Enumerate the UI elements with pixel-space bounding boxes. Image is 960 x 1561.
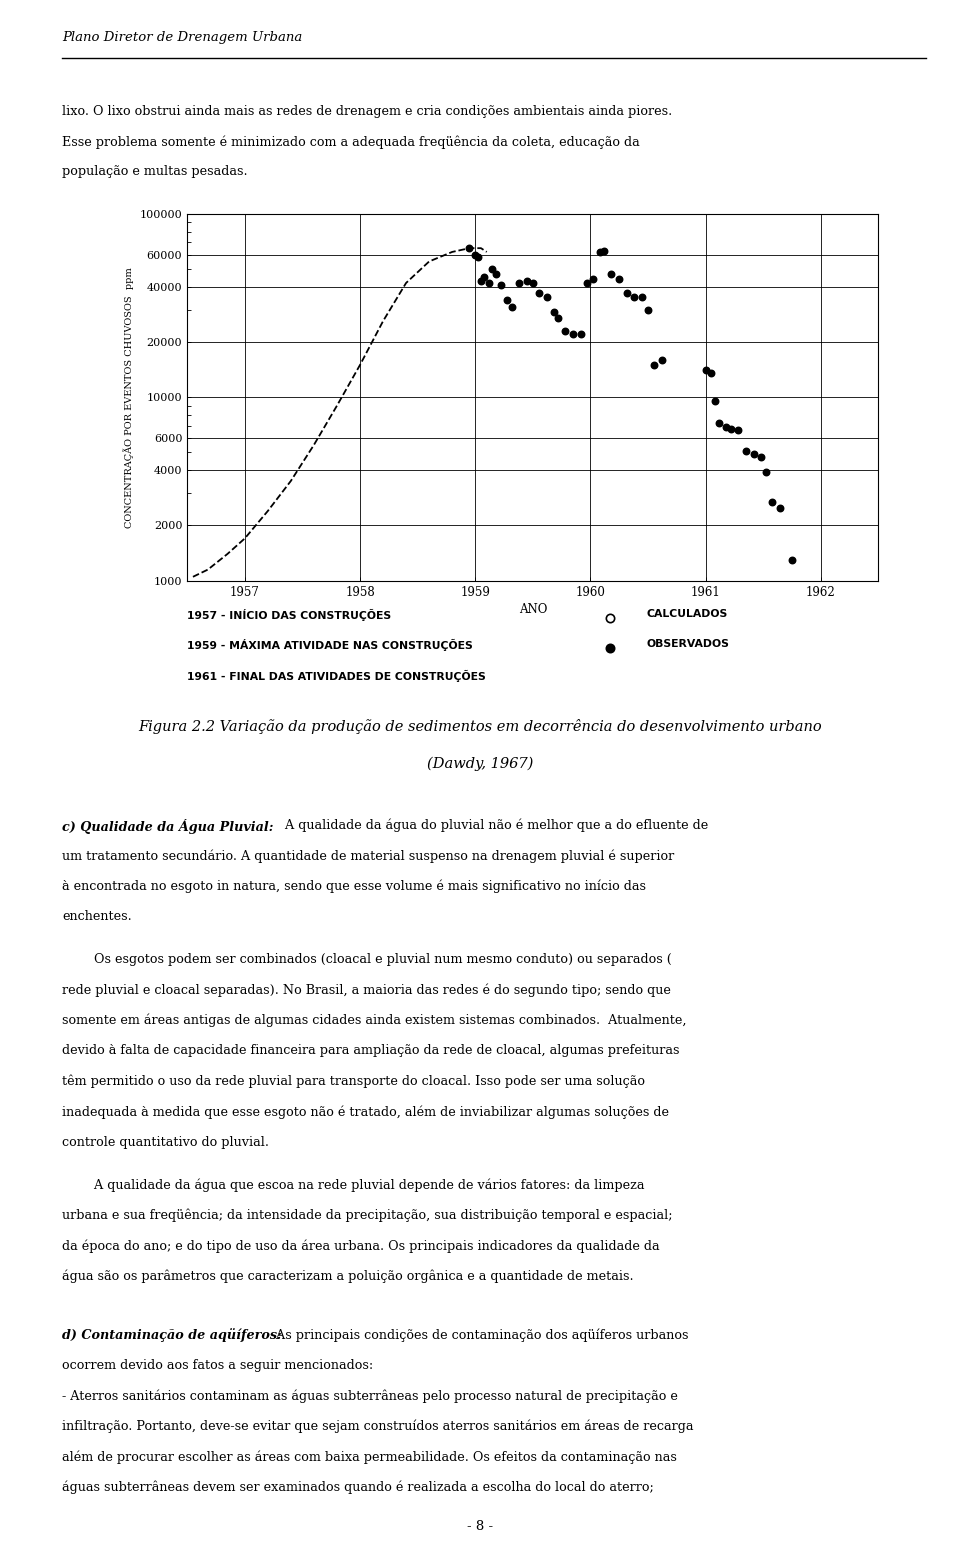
Text: Plano Diretor de Drenagem Urbana: Plano Diretor de Drenagem Urbana (62, 31, 302, 44)
Point (592, 239, 608, 264)
Text: - Aterros sanitários contaminam as águas subterrâneas pelo processo natural de p: - Aterros sanitários contaminam as águas… (62, 1389, 679, 1403)
Text: rede pluvial e cloacal separadas). No Brasil, a maioria das redes é do segundo t: rede pluvial e cloacal separadas). No Br… (62, 983, 671, 997)
Point (604, 262, 619, 287)
Point (489, 262, 504, 287)
Point (462, 236, 477, 261)
Text: CALCULADOS: CALCULADOS (646, 609, 728, 618)
Point (619, 281, 635, 306)
Point (500, 287, 516, 312)
Point (719, 414, 734, 439)
X-axis label: ANO: ANO (518, 603, 547, 615)
Point (646, 353, 661, 378)
Text: urbana e sua freqüência; da intensidade da precipitação, sua distribuição tempor: urbana e sua freqüência; da intensidade … (62, 1210, 673, 1222)
Point (640, 297, 656, 322)
Text: inadequada à medida que esse esgoto não é tratado, além de inviabilizar algumas : inadequada à medida que esse esgoto não … (62, 1105, 669, 1119)
Point (704, 361, 719, 386)
Point (635, 286, 650, 311)
Point (469, 245, 485, 270)
Text: As principais condições de contaminação dos aqüíferos urbanos: As principais condições de contaminação … (272, 1328, 688, 1342)
Point (654, 348, 669, 373)
Text: enchentes.: enchentes. (62, 910, 132, 923)
Text: águas subterrâneas devem ser examinados quando é realizada a escolha do local do: águas subterrâneas devem ser examinados … (62, 1481, 654, 1494)
Text: A qualidade da água do pluvial não é melhor que a do efluente de: A qualidade da água do pluvial não é mel… (281, 820, 708, 832)
Text: população e multas pesadas.: população e multas pesadas. (62, 165, 248, 178)
Text: A qualidade da água que escoa na rede pluvial depende de vários fatores: da limp: A qualidade da água que escoa na rede pl… (62, 1179, 645, 1193)
Text: somente em áreas antigas de algumas cidades ainda existem sistemas combinados.  : somente em áreas antigas de algumas cida… (62, 1015, 687, 1027)
Point (585, 267, 600, 292)
Text: d) Contaminação de aqüíferos:: d) Contaminação de aqüíferos: (62, 1328, 282, 1342)
Text: Figura 2.2 Variação da produção de sedimentos em decorrência do desenvolvimento : Figura 2.2 Variação da produção de sedim… (138, 718, 822, 734)
Text: - 8 -: - 8 - (467, 1520, 493, 1533)
Text: (Dawdy, 1967): (Dawdy, 1967) (427, 757, 533, 771)
Text: infiltração. Portanto, deve-se evitar que sejam construídos aterros sanitários e: infiltração. Portanto, deve-se evitar qu… (62, 1421, 694, 1433)
Point (525, 270, 540, 295)
Point (711, 411, 727, 436)
Point (485, 256, 500, 281)
Point (596, 239, 612, 264)
Text: além de procurar escolher as áreas com baixa permeabilidade. Os efeitos da conta: além de procurar escolher as áreas com b… (62, 1450, 677, 1464)
Point (731, 418, 746, 443)
Y-axis label: CONCENTRAÇÃO POR EVENTOS CHUVOSOS  ppm: CONCENTRAÇÃO POR EVENTOS CHUVOSOS ppm (123, 267, 134, 528)
Text: c) Qualidade da Água Pluvial:: c) Qualidade da Água Pluvial: (62, 820, 274, 834)
Point (481, 270, 496, 295)
Point (579, 270, 594, 295)
Point (784, 548, 800, 573)
Text: da época do ano; e do tipo de uso da área urbana. Os principais indicadores da q: da época do ano; e do tipo de uso da áre… (62, 1239, 660, 1253)
Text: lixo. O lixo obstrui ainda mais as redes de drenagem e cria condições ambientais: lixo. O lixo obstrui ainda mais as redes… (62, 105, 673, 117)
Point (573, 322, 588, 347)
Point (519, 268, 535, 293)
Point (773, 495, 788, 520)
Point (757, 460, 773, 485)
Point (612, 267, 627, 292)
Point (723, 417, 738, 442)
Point (765, 489, 780, 514)
Text: um tratamento secundário. A quantidade de material suspenso na drenagem pluvial : um tratamento secundário. A quantidade d… (62, 849, 675, 863)
Text: 1957 - INÍCIO DAS CONSTRUÇÕES: 1957 - INÍCIO DAS CONSTRUÇÕES (187, 609, 392, 621)
Point (746, 442, 761, 467)
Point (738, 439, 754, 464)
Text: controle quantitativo do pluvial.: controle quantitativo do pluvial. (62, 1136, 270, 1149)
Point (754, 443, 769, 468)
Point (504, 295, 519, 320)
Point (512, 270, 527, 295)
Text: Os esgotos podem ser combinados (cloacal e pluvial num mesmo conduto) ou separad: Os esgotos podem ser combinados (cloacal… (62, 952, 672, 966)
Point (708, 389, 723, 414)
Point (550, 306, 565, 331)
Text: ocorrem devido aos fatos a seguir mencionados:: ocorrem devido aos fatos a seguir mencio… (62, 1358, 373, 1372)
Text: devido à falta de capacidade financeira para ampliação da rede de cloacal, algum: devido à falta de capacidade financeira … (62, 1044, 680, 1057)
Point (546, 300, 562, 325)
Point (468, 242, 483, 267)
Text: Esse problema somente é minimizado com a adequada freqüência da coleta, educação: Esse problema somente é minimizado com a… (62, 136, 640, 148)
Point (565, 322, 581, 347)
Point (539, 286, 554, 311)
Point (531, 281, 546, 306)
Text: 1959 - MÁXIMA ATIVIDADE NAS CONSTRUÇÕES: 1959 - MÁXIMA ATIVIDADE NAS CONSTRUÇÕES (187, 640, 473, 651)
Point (477, 265, 492, 290)
Point (698, 357, 713, 382)
Point (558, 318, 573, 343)
Point (473, 268, 489, 293)
Point (627, 286, 642, 311)
Text: água são os parâmetros que caracterizam a poluição orgânica e a quantidade de me: água são os parâmetros que caracterizam … (62, 1271, 634, 1283)
Text: 1961 - FINAL DAS ATIVIDADES DE CONSTRUÇÕES: 1961 - FINAL DAS ATIVIDADES DE CONSTRUÇÕ… (187, 670, 486, 682)
Text: OBSERVADOS: OBSERVADOS (646, 640, 729, 649)
Text: têm permitido o uso da rede pluvial para transporte do cloacal. Isso pode ser um: têm permitido o uso da rede pluvial para… (62, 1076, 645, 1088)
Point (492, 272, 508, 297)
Text: à encontrada no esgoto in natura, sendo que esse volume é mais significativo no : à encontrada no esgoto in natura, sendo … (62, 880, 646, 893)
